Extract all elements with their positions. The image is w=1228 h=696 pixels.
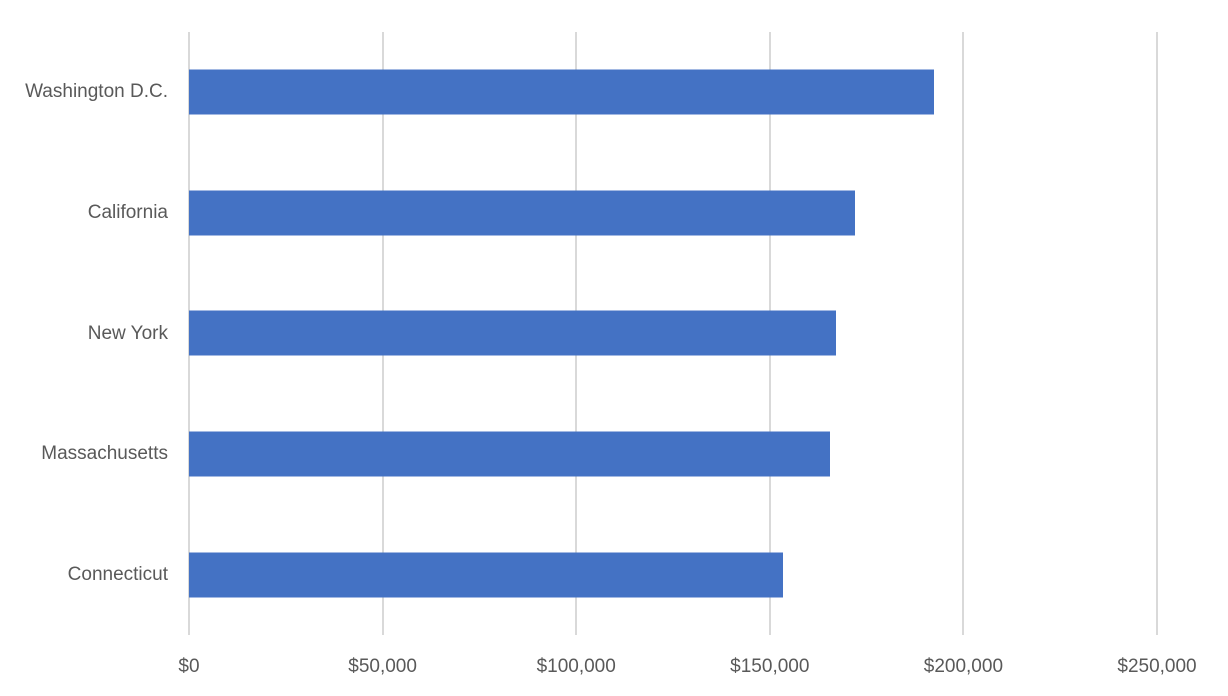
x-tick-label: $200,000: [923, 656, 1004, 677]
plot-area: [188, 32, 1158, 635]
gridline: [1156, 32, 1158, 635]
category-label: California: [87, 201, 168, 223]
bar: [189, 190, 855, 236]
bar: [189, 69, 935, 115]
bar-row: [189, 153, 1157, 274]
x-tick-label: $150,000: [730, 656, 810, 677]
x-tick-label: $100,000: [536, 656, 616, 677]
bar: [189, 431, 830, 477]
bar-row: [189, 514, 1157, 635]
x-tick-label: $0: [178, 656, 200, 677]
bar-row: [189, 273, 1157, 394]
x-tick-label: $50,000: [348, 656, 417, 677]
x-tick-label: $250,000: [1117, 656, 1197, 677]
gridline: [962, 32, 965, 635]
bar-row: [189, 394, 1157, 515]
bar-row: [189, 32, 1157, 153]
category-label: Massachusetts: [41, 443, 168, 465]
category-label: Washington D.C.: [25, 81, 168, 103]
category-label: Connecticut: [67, 563, 168, 585]
bar: [189, 552, 784, 598]
category-label: New York: [87, 322, 168, 344]
bar: [189, 310, 836, 356]
